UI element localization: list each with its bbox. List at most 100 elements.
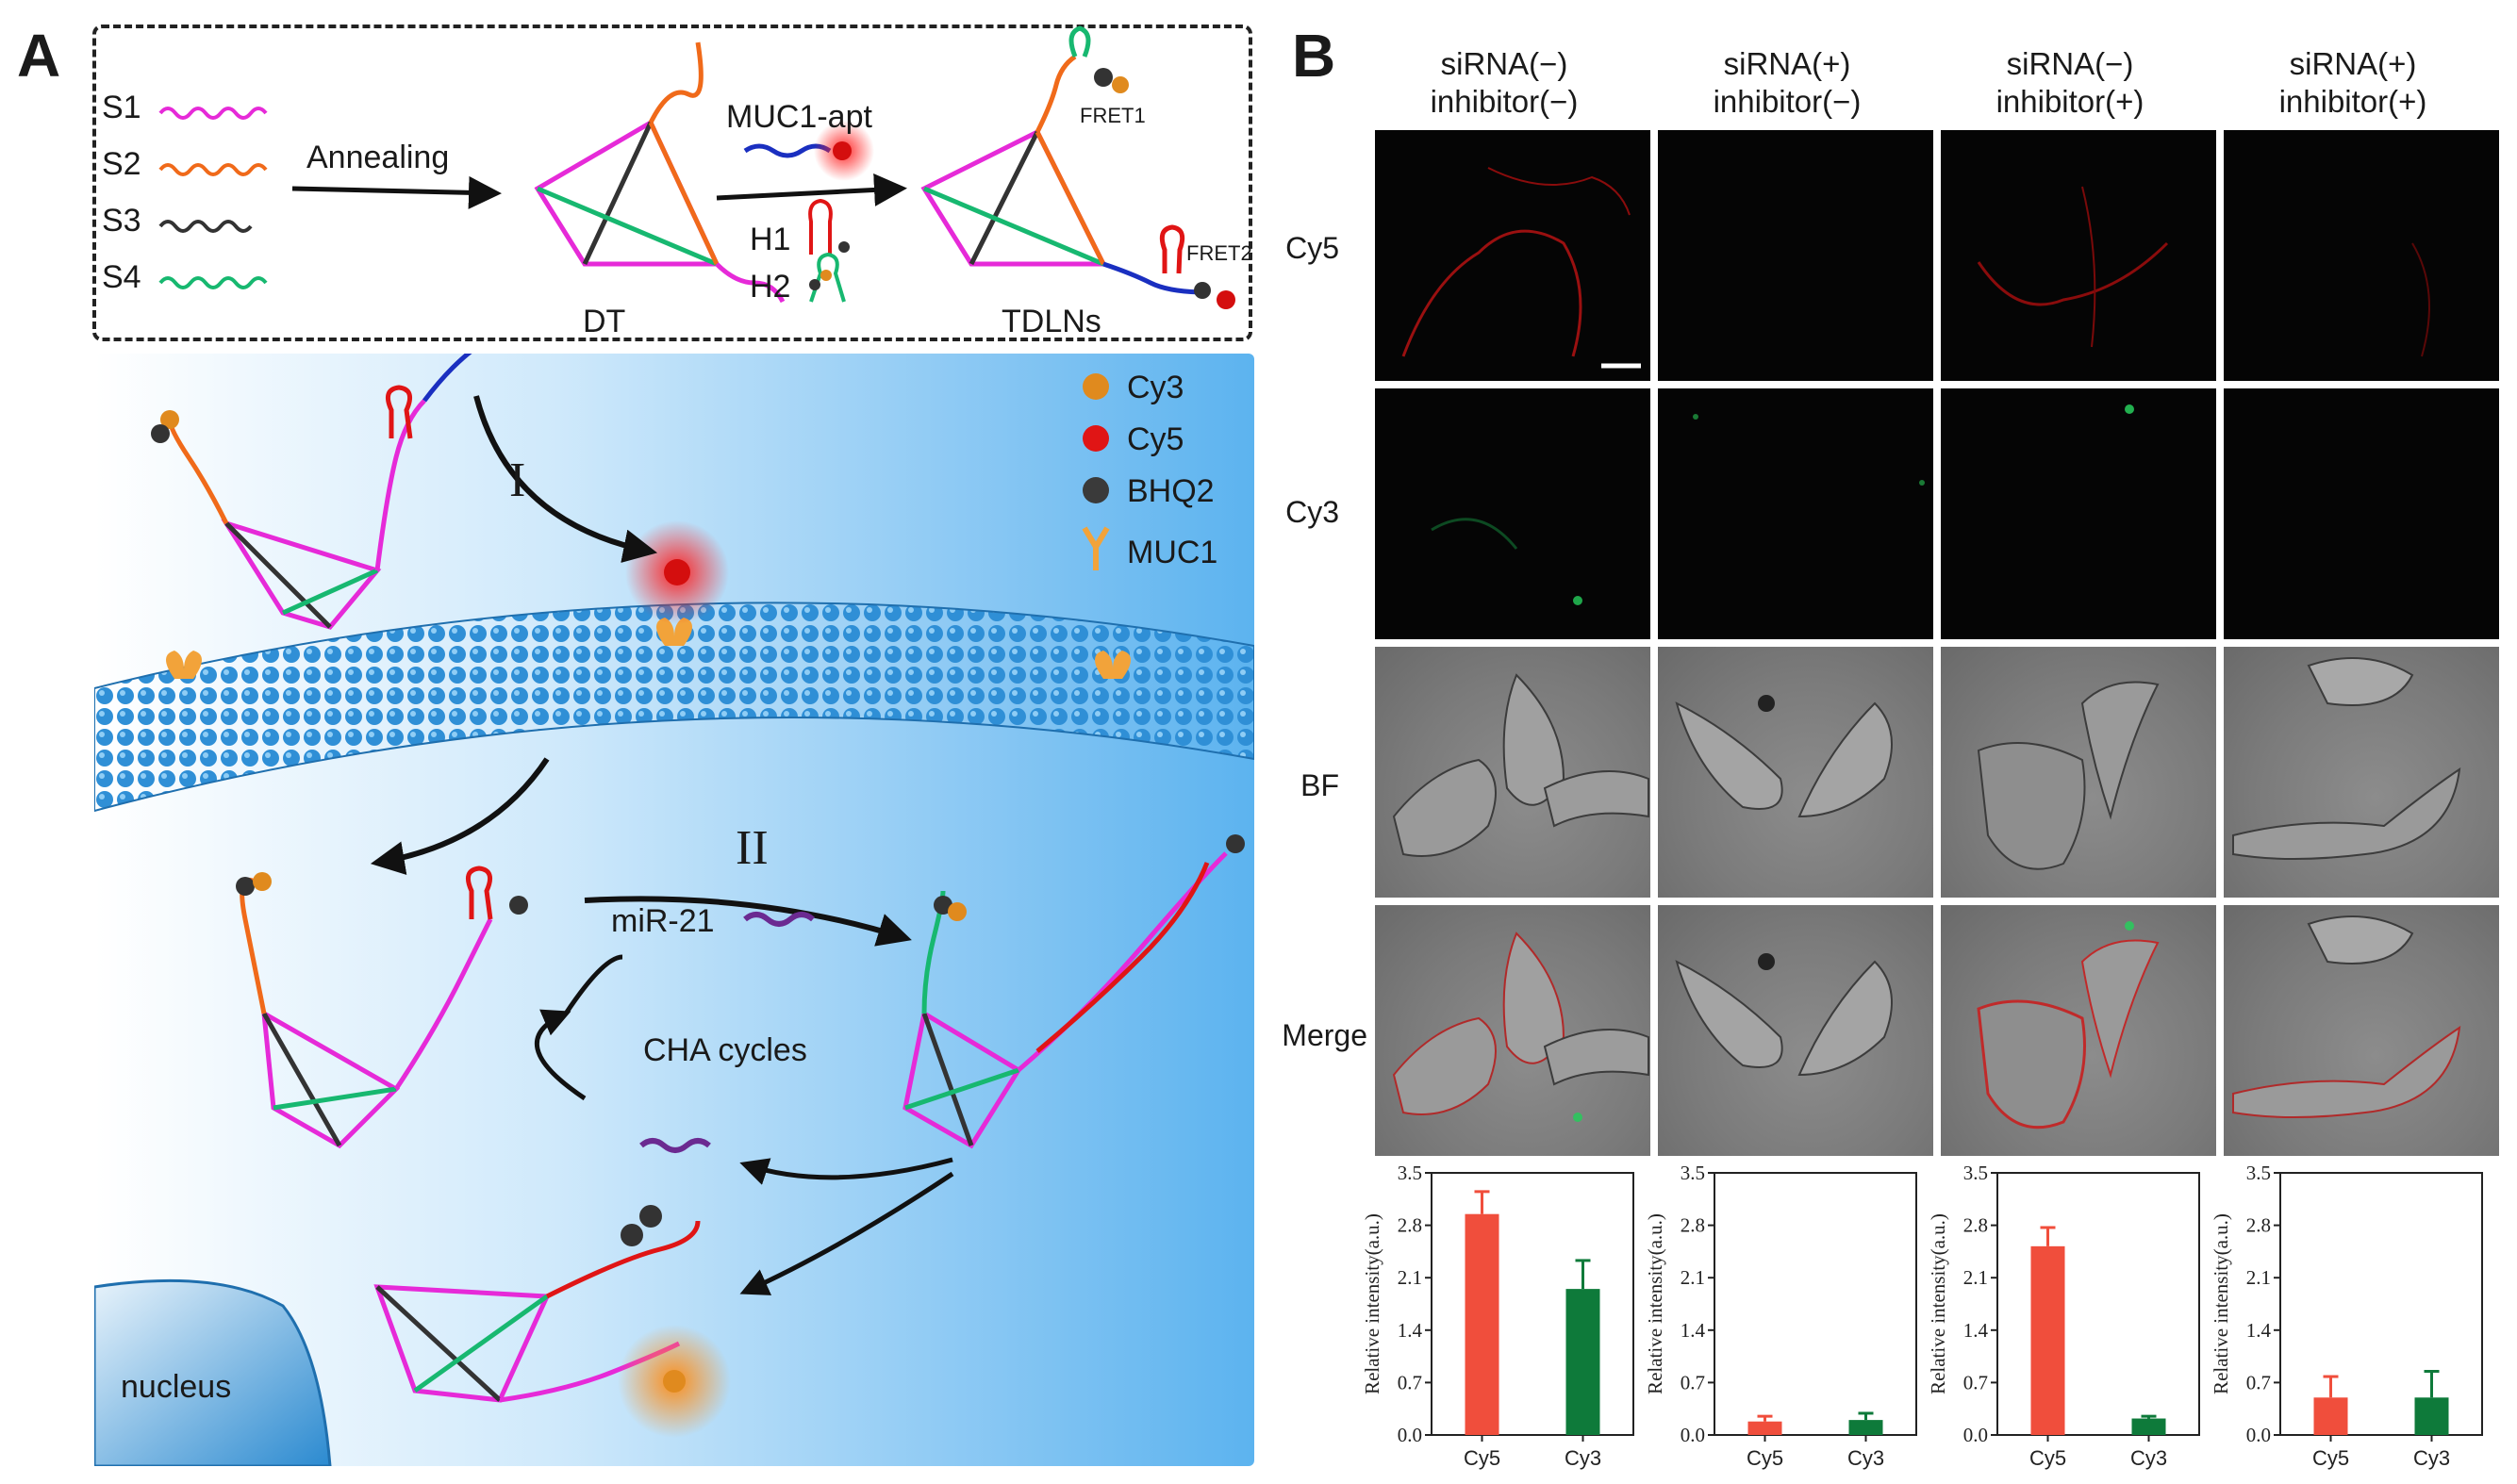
y-tick-label: 0.0: [1681, 1424, 1705, 1446]
strand-label-s3: S3: [102, 203, 141, 239]
column-header-2-line2: inhibitor(−): [1713, 84, 1862, 119]
y-tick-label: 1.4: [1681, 1319, 1706, 1342]
image-cy3-col3: [1941, 388, 2216, 639]
image-merge-col3: [1941, 905, 2216, 1156]
column-header-4-line1: siRNA(+): [2289, 46, 2417, 81]
y-tick-label: 0.7: [1398, 1371, 1422, 1393]
muc1-receptor-bound: [656, 618, 692, 646]
legend-cy5-label: Cy5: [1127, 421, 1184, 457]
x-tick-label: Cy5: [2029, 1446, 2066, 1470]
y-tick-label: 1.4: [1963, 1319, 1989, 1342]
bar-chart-2: 0.0 0.7 1.4 2.1 2.8 3.5 Relative intensity(a.u…: [1644, 1162, 1917, 1470]
x-tick-label: Cy3: [1565, 1446, 1601, 1470]
x-tick-label: Cy5: [1464, 1446, 1500, 1470]
bar-cy5: [2313, 1397, 2348, 1435]
column-header-2: siRNA(+) inhibitor(−): [1646, 45, 1929, 121]
bar-chart-3: 0.0 0.7 1.4 2.1 2.8 3.5 Relative intensity(a.u…: [1927, 1162, 2200, 1470]
y-tick-label: 0.0: [1963, 1424, 1988, 1446]
fret2-label: FRET2: [1186, 241, 1252, 265]
annealing-arrow: [291, 175, 502, 209]
row-label-merge: Merge: [1282, 1018, 1367, 1052]
legend-muc1-label: MUC1: [1127, 535, 1218, 570]
legend-bhq2-label: BHQ2: [1127, 473, 1215, 509]
legend-cy5-dot: [1083, 425, 1109, 452]
y-tick-label: 3.5: [1963, 1162, 1988, 1184]
column-header-3-line1: siRNA(−): [2006, 46, 2134, 81]
x-tick-label: Cy5: [2312, 1446, 2349, 1470]
image-cy5-col4: [2224, 130, 2499, 381]
chart-frame: [2279, 1172, 2483, 1436]
y-tick-label: 0.7: [2246, 1371, 2271, 1393]
step1-label: I: [509, 453, 526, 507]
strand-label-s4: S4: [102, 259, 141, 295]
image-bf-col2: [1658, 647, 1933, 898]
y-axis-label: Relative intensity(a.u.): [2210, 1213, 2232, 1394]
y-tick-label: 2.8: [2246, 1214, 2271, 1237]
dt-label: DT: [583, 304, 626, 339]
row-label-cy5: Cy5: [1285, 231, 1339, 265]
x-tick-label: Cy3: [2413, 1446, 2450, 1470]
dt-tetrahedron: [534, 41, 786, 304]
h2-hairpin: [809, 252, 846, 303]
mir21-strand: [743, 912, 815, 927]
image-merge-col4: [2224, 905, 2499, 1156]
cell-membrane: [94, 602, 1254, 813]
aptamer-cy5-dot: [833, 141, 852, 160]
tdlns-initial: [167, 354, 472, 630]
y-tick-label: 2.1: [1398, 1266, 1422, 1289]
legend-cy3-dot: [1083, 373, 1109, 400]
strand-s4-wave: [158, 276, 268, 289]
image-bf-col1: [1375, 647, 1650, 898]
y-tick-label: 2.1: [1681, 1266, 1705, 1289]
y-tick-label: 2.8: [1963, 1214, 1988, 1237]
row-label-bf: BF: [1300, 768, 1339, 802]
y-tick-label: 2.1: [1963, 1266, 1988, 1289]
column-header-1-line2: inhibitor(−): [1430, 84, 1579, 119]
annealing-label: Annealing: [306, 140, 450, 175]
y-axis-label: Relative intensity(a.u.): [1644, 1213, 1666, 1394]
column-header-3: siRNA(−) inhibitor(+): [1929, 45, 2211, 121]
y-tick-label: 1.4: [1398, 1319, 1423, 1342]
panel-a-letter: A: [17, 22, 61, 90]
fret-arrow: [739, 1171, 954, 1295]
tdlns-structure: [920, 25, 1208, 295]
nucleus-label: nucleus: [121, 1369, 232, 1405]
h2-label: H2: [750, 269, 791, 305]
column-header-1: siRNA(−) inhibitor(−): [1363, 45, 1646, 121]
image-bf-col3: [1941, 647, 2216, 898]
row-label-cy3: Cy3: [1285, 495, 1339, 529]
step2-arrow: [584, 896, 912, 947]
fret1-label: FRET1: [1080, 104, 1146, 127]
y-axis-label: Relative intensity(a.u.): [1361, 1213, 1383, 1394]
column-header-3-line2: inhibitor(+): [1995, 84, 2144, 119]
image-merge-col2: [1658, 905, 1933, 1156]
column-header-4-line2: inhibitor(+): [2278, 84, 2427, 119]
tdlns-cha-product: [902, 851, 1228, 1149]
bar-cy3: [2131, 1418, 2166, 1435]
bar-chart-1: 0.0 0.7 1.4 2.1 2.8 3.5 Relative intensity(a.u…: [1361, 1162, 1634, 1470]
strand-s2-wave: [158, 163, 268, 176]
strand-label-s1: S1: [102, 90, 141, 125]
y-tick-label: 2.1: [2246, 1266, 2271, 1289]
assembly-arrow: [716, 173, 907, 206]
strand-label-s2: S2: [102, 146, 141, 182]
release-arrow: [739, 1157, 953, 1185]
tdlns-label: TDLNs: [1002, 304, 1101, 339]
legend-muc1-icon: [1082, 526, 1110, 570]
muc1-receptor-left: [166, 651, 202, 679]
assembly-scheme-drawing: [158, 25, 1235, 309]
y-tick-label: 3.5: [2246, 1162, 2271, 1184]
image-bf-col4: [2224, 647, 2499, 898]
chart-frame: [1996, 1172, 2200, 1436]
y-tick-label: 3.5: [1398, 1162, 1422, 1184]
image-cy5-col3: [1941, 130, 2216, 381]
image-cy5-col2: [1658, 130, 1933, 381]
bar-cy3: [1848, 1420, 1883, 1435]
bar-cy5: [1465, 1213, 1499, 1435]
bar-cy5: [1747, 1421, 1782, 1435]
bar-chart-4: 0.0 0.7 1.4 2.1 2.8 3.5 Relative intensity(a.u…: [2210, 1162, 2483, 1470]
cha-cycles-label: CHA cycles: [643, 1032, 807, 1068]
column-header-4: siRNA(+) inhibitor(+): [2211, 45, 2494, 121]
image-cy3-col2: [1658, 388, 1933, 639]
strand-s1-wave: [158, 107, 268, 120]
